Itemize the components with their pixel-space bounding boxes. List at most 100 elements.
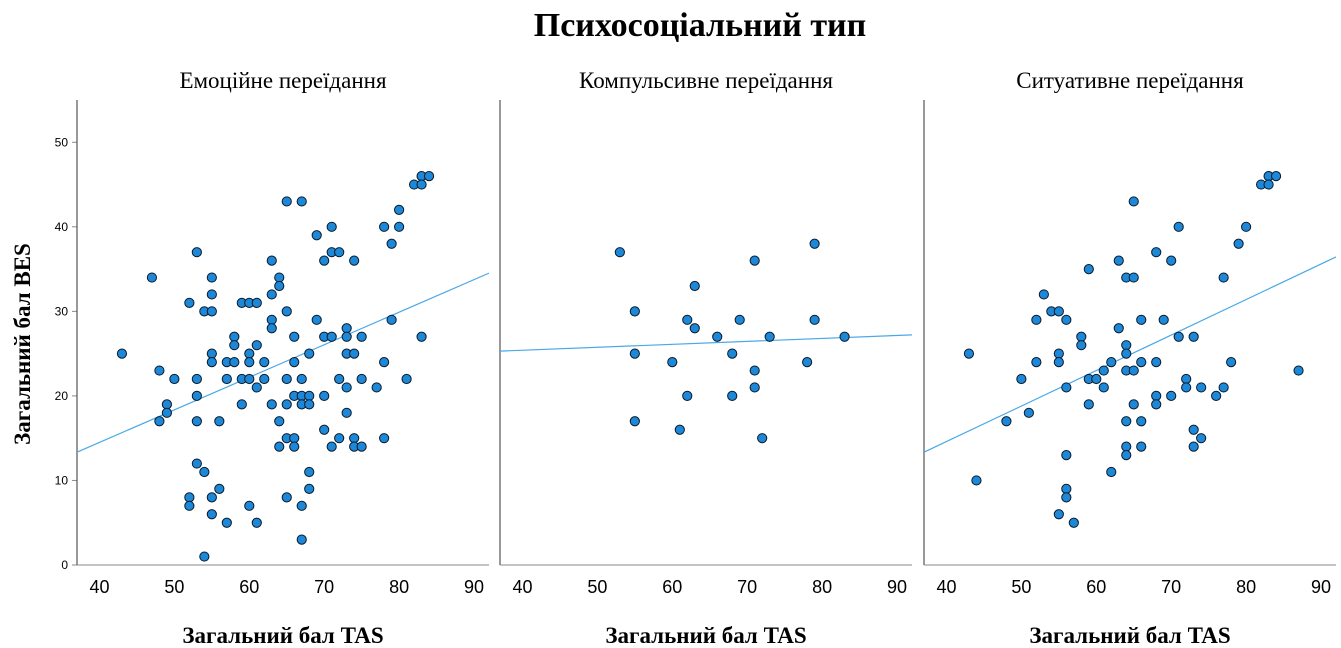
x-tick-label: 60	[1086, 577, 1106, 597]
data-point	[1151, 390, 1162, 402]
data-point	[154, 416, 165, 427]
data-point	[304, 466, 315, 478]
data-point	[251, 517, 262, 528]
data-point	[221, 373, 232, 385]
data-point	[356, 441, 367, 452]
data-point	[304, 483, 315, 495]
data-point	[809, 238, 820, 249]
data-point	[184, 492, 195, 503]
x-tick-label: 80	[812, 577, 832, 597]
data-point	[251, 382, 262, 393]
data-point	[154, 365, 165, 376]
data-point	[281, 399, 292, 410]
data-point	[1076, 340, 1087, 351]
data-point	[1218, 272, 1229, 283]
data-point	[266, 323, 277, 334]
data-point	[334, 433, 345, 444]
data-point	[674, 424, 685, 435]
chart-title: Психосоціальний тип	[534, 7, 866, 44]
data-point	[244, 373, 255, 385]
fit-line	[77, 272, 489, 453]
data-point	[401, 373, 412, 385]
data-point	[1113, 323, 1124, 334]
data-point	[206, 356, 217, 368]
data-point	[1083, 263, 1094, 275]
data-point	[1226, 356, 1237, 368]
y-axis-label: Загальний бал BES	[10, 243, 35, 445]
data-point	[191, 373, 202, 385]
data-point	[206, 348, 217, 359]
data-point	[1196, 382, 1207, 393]
x-tick-label: 50	[164, 577, 184, 597]
data-point	[349, 255, 360, 266]
data-point	[146, 272, 158, 283]
data-point	[296, 373, 307, 385]
data-point	[184, 297, 195, 309]
x-tick-label: 70	[314, 577, 334, 597]
data-point	[1053, 509, 1064, 520]
data-point	[356, 331, 367, 342]
data-point	[1031, 314, 1042, 325]
data-point	[274, 441, 285, 452]
data-point	[394, 221, 405, 232]
data-point	[206, 289, 217, 300]
data-point	[206, 509, 217, 520]
data-point	[266, 314, 277, 325]
data-point	[1128, 196, 1139, 207]
data-point	[1166, 390, 1177, 402]
data-point	[244, 356, 255, 368]
panel-title: Емоційне переїдання	[179, 68, 387, 93]
data-point	[259, 373, 270, 385]
data-point	[1001, 416, 1012, 427]
data-point	[1128, 399, 1139, 410]
data-point	[749, 382, 760, 393]
data-point	[199, 466, 210, 478]
data-point	[1158, 314, 1169, 325]
data-point	[289, 441, 300, 452]
data-point	[1128, 365, 1139, 376]
data-point	[1263, 179, 1274, 190]
data-point	[161, 407, 172, 418]
data-point	[341, 323, 352, 334]
y-tick-label: 20	[55, 389, 69, 403]
data-point	[1121, 340, 1132, 351]
data-point	[266, 255, 277, 266]
x-axis-label: Загальний бал TAS	[182, 623, 383, 648]
x-tick-label: 80	[389, 577, 409, 597]
data-point	[304, 390, 315, 402]
data-point	[251, 297, 262, 309]
data-point	[394, 204, 405, 216]
data-point	[379, 433, 390, 444]
data-point	[304, 399, 315, 410]
data-point	[963, 348, 975, 359]
data-point	[214, 483, 225, 495]
panel-emotional-overeating: Емоційне переїдання Загальний бал TAS 40…	[76, 68, 489, 648]
data-point	[326, 221, 337, 232]
data-point	[1061, 382, 1072, 393]
data-point	[1121, 416, 1132, 427]
data-point	[289, 331, 300, 342]
data-point	[319, 424, 330, 435]
data-point	[191, 458, 202, 469]
data-point	[1136, 356, 1147, 368]
data-point	[244, 348, 255, 359]
data-point	[274, 272, 285, 283]
data-point	[229, 331, 240, 342]
data-point	[1233, 238, 1244, 249]
data-point	[1128, 272, 1139, 283]
y-tick-label: 0	[61, 558, 68, 572]
data-point	[1083, 399, 1094, 410]
y-axis: 0 10 20 30 40 50	[55, 135, 77, 572]
data-point	[221, 517, 232, 528]
data-point	[1061, 483, 1072, 495]
x-tick-label: 60	[239, 577, 259, 597]
data-point	[304, 348, 315, 359]
data-point	[236, 399, 247, 410]
data-point	[296, 196, 307, 207]
data-point	[1211, 390, 1222, 402]
data-point	[423, 170, 435, 182]
data-point	[326, 441, 337, 452]
data-point	[206, 272, 217, 283]
data-point	[1106, 466, 1117, 478]
data-point	[319, 255, 330, 266]
